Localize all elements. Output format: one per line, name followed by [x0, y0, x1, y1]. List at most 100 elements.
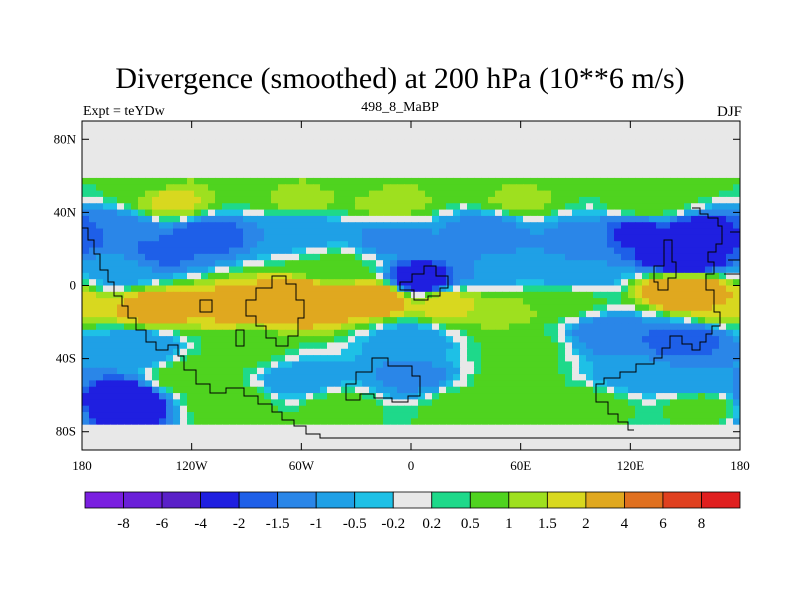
field-cell: [250, 342, 258, 350]
field-cell: [208, 424, 216, 432]
field-cell: [201, 443, 209, 450]
field-cell: [635, 348, 643, 356]
field-cell: [495, 253, 503, 261]
field-cell: [642, 443, 650, 450]
colorbar-swatch: [277, 491, 317, 509]
field-cell: [341, 177, 349, 185]
field-cell: [733, 247, 740, 255]
field-cell: [327, 203, 335, 211]
colorbar-swatch: [701, 491, 741, 509]
field-cell: [516, 399, 524, 407]
field-cell: [586, 336, 594, 344]
field-cell: [292, 437, 300, 445]
field-cell: [369, 393, 377, 400]
field-cell: [250, 241, 258, 249]
field-cell: [649, 342, 657, 350]
field-cell: [677, 329, 685, 337]
field-cell: [229, 133, 237, 141]
field-cell: [642, 355, 650, 363]
field-cell: [327, 342, 335, 350]
field-cell: [628, 203, 636, 211]
field-cell: [516, 196, 524, 204]
field-cell: [607, 310, 615, 318]
field-cell: [635, 418, 643, 426]
field-cell: [698, 146, 706, 154]
field-cell: [278, 203, 286, 211]
field-cell: [82, 431, 90, 438]
field-cell: [446, 203, 454, 211]
field-cell: [663, 253, 671, 261]
field-cell: [110, 171, 118, 179]
field-cell: [565, 177, 573, 185]
field-cell: [131, 196, 139, 204]
field-cell: [593, 317, 601, 325]
field-cell: [684, 336, 692, 344]
field-cell: [467, 393, 475, 400]
field-cell: [509, 215, 517, 223]
field-cell: [593, 152, 601, 160]
field-cell: [586, 209, 594, 217]
colorbar-label: 4: [621, 516, 629, 532]
field-cell: [250, 171, 258, 179]
field-cell: [117, 380, 125, 388]
field-cell: [138, 342, 146, 350]
field-cell: [537, 399, 545, 407]
field-cell: [705, 127, 713, 135]
field-cell: [313, 184, 321, 192]
field-cell: [481, 241, 489, 249]
field-cell: [208, 184, 216, 192]
field-cell: [663, 234, 671, 242]
field-cell: [222, 298, 230, 306]
field-cell: [194, 190, 202, 198]
field-cell: [264, 215, 272, 223]
field-cell: [593, 386, 601, 394]
field-cell: [663, 203, 671, 211]
field-cell: [425, 443, 433, 450]
field-cell: [600, 443, 608, 450]
field-cell: [243, 424, 251, 432]
field-cell: [264, 374, 272, 382]
field-cell: [215, 228, 223, 236]
field-cell: [467, 348, 475, 356]
field-cell: [698, 380, 706, 388]
field-cell: [467, 203, 475, 211]
field-cell: [215, 298, 223, 306]
field-cell: [628, 177, 636, 185]
field-cell: [271, 443, 279, 450]
field-cell: [481, 215, 489, 223]
field-cell: [600, 241, 608, 249]
field-cell: [474, 393, 482, 400]
field-cell: [166, 152, 174, 160]
field-cell: [124, 374, 132, 382]
field-cell: [418, 355, 426, 363]
field-cell: [523, 190, 531, 198]
field-cell: [250, 374, 258, 382]
field-cell: [180, 209, 188, 217]
field-cell: [194, 272, 202, 280]
field-cell: [208, 443, 216, 450]
field-cell: [656, 196, 664, 204]
field-cell: [362, 291, 370, 299]
field-cell: [243, 127, 251, 135]
field-cell: [642, 184, 650, 192]
field-cell: [558, 171, 566, 179]
field-cell: [236, 298, 244, 306]
field-cell: [635, 298, 643, 306]
field-cell: [446, 279, 454, 287]
field-cell: [306, 393, 314, 400]
field-cell: [117, 152, 125, 160]
field-cell: [516, 184, 524, 192]
field-cell: [131, 412, 139, 419]
field-cell: [481, 146, 489, 154]
field-cell: [362, 317, 370, 325]
field-cell: [250, 386, 258, 394]
field-cell: [558, 203, 566, 211]
field-cell: [733, 367, 740, 375]
field-cell: [243, 234, 251, 242]
field-cell: [285, 165, 293, 173]
field-cell: [544, 158, 552, 166]
field-cell: [264, 139, 272, 147]
field-cell: [390, 399, 398, 407]
field-cell: [439, 367, 447, 375]
field-cell: [684, 443, 692, 450]
